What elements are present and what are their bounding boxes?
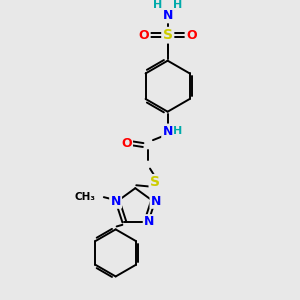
Text: S: S: [150, 175, 160, 189]
Text: H: H: [153, 0, 163, 10]
Text: N: N: [144, 215, 154, 228]
Text: H: H: [173, 126, 182, 136]
Text: O: O: [121, 136, 132, 150]
Text: CH₃: CH₃: [75, 192, 96, 202]
Text: O: O: [139, 29, 149, 42]
Text: N: N: [163, 9, 173, 22]
Text: N: N: [163, 125, 173, 138]
Text: N: N: [151, 195, 161, 208]
Text: O: O: [186, 29, 196, 42]
Text: S: S: [163, 28, 173, 42]
Text: H: H: [173, 0, 182, 10]
Text: N: N: [110, 195, 121, 208]
